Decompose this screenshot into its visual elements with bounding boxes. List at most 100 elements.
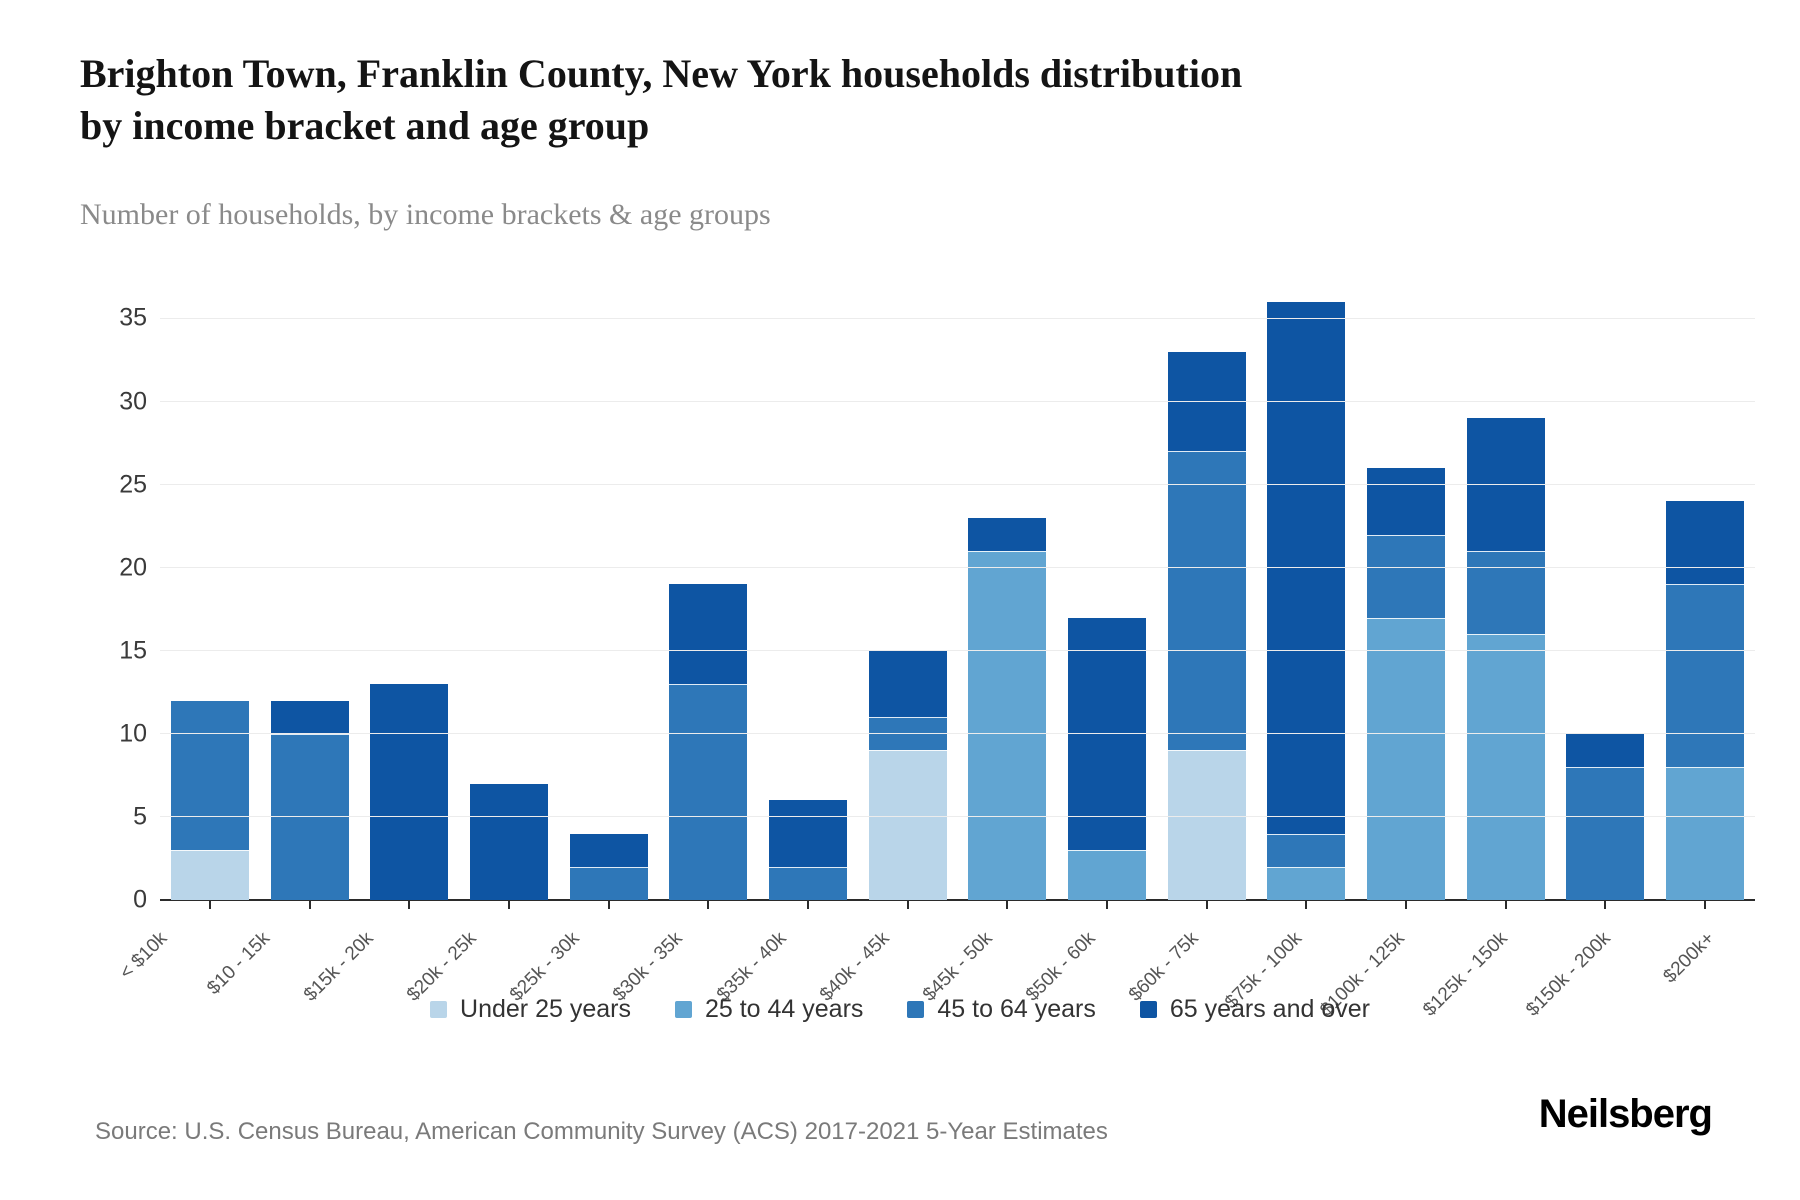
bar-segment[interactable] — [1367, 534, 1446, 618]
bar-segment[interactable] — [1167, 750, 1246, 900]
stacked-bar[interactable] — [1167, 351, 1246, 900]
y-axis-tick-label: 10 — [119, 719, 147, 748]
gridline-10 — [160, 732, 1755, 734]
bar-segment[interactable] — [1666, 767, 1745, 900]
x-axis-tick-label: $200k+ — [1658, 928, 1719, 988]
bar-segment[interactable] — [868, 717, 947, 751]
bar-segment[interactable] — [1167, 451, 1246, 751]
stacked-bar[interactable] — [768, 800, 847, 900]
legend-label: 45 to 64 years — [937, 995, 1096, 1023]
bar-segment[interactable] — [1666, 584, 1745, 768]
bar-segment[interactable] — [1068, 850, 1147, 900]
bar-slot — [758, 262, 858, 909]
bar-segment[interactable] — [1267, 833, 1346, 867]
bar-segment[interactable] — [1068, 617, 1147, 851]
legend-item[interactable]: 25 to 44 years — [674, 995, 864, 1024]
x-axis-tick-label: $10 - 15k — [203, 928, 275, 999]
x-axis-tick — [1006, 901, 1009, 909]
bar-segment[interactable] — [569, 833, 648, 867]
bar-segment[interactable] — [669, 684, 748, 900]
stacked-bar[interactable] — [1367, 468, 1446, 900]
bar-slot — [1556, 262, 1656, 909]
stacked-bar[interactable] — [370, 684, 449, 900]
page-title: Brighton Town, Franklin County, New York… — [80, 51, 1243, 148]
bar-segment[interactable] — [170, 700, 249, 851]
chart-legend: Under 25 years 25 to 44 years 45 to 64 yea… — [0, 995, 1800, 1024]
stacked-bar[interactable] — [868, 650, 947, 900]
bar-slot — [1157, 262, 1257, 909]
bar-segment[interactable] — [170, 850, 249, 900]
x-axis-tick — [1205, 901, 1208, 909]
bar-segment[interactable] — [1367, 617, 1446, 900]
legend-label: 25 to 44 years — [704, 995, 864, 1023]
x-axis-line — [160, 899, 1755, 901]
gridline-15 — [160, 649, 1755, 651]
stacked-bar[interactable] — [569, 833, 648, 900]
stacked-bar[interactable] — [270, 700, 349, 900]
x-axis-tick — [1504, 901, 1507, 909]
bar-segment[interactable] — [569, 866, 648, 900]
bar-segment[interactable] — [868, 750, 947, 900]
bar-segment[interactable] — [1267, 866, 1346, 900]
x-axis-tick-label: < $10k — [115, 928, 172, 984]
bar-slot — [1456, 262, 1556, 909]
neilsberg-logo: Neilsberg — [1538, 1092, 1713, 1136]
x-axis-tick — [707, 901, 710, 909]
bar-segment[interactable] — [1466, 418, 1545, 552]
stacked-bar[interactable] — [1267, 301, 1346, 900]
bar-segment[interactable] — [1566, 733, 1645, 768]
bar-segment[interactable] — [968, 551, 1047, 900]
x-axis-tick — [1106, 901, 1109, 909]
stacked-bar[interactable] — [469, 783, 548, 900]
x-axis-tick — [507, 901, 510, 909]
bar-slot — [1257, 262, 1357, 909]
bar-segment[interactable] — [1167, 351, 1246, 452]
bar-segment[interactable] — [1666, 501, 1745, 585]
bar-segment[interactable] — [1566, 767, 1645, 900]
legend-swatch-icon — [430, 1001, 448, 1018]
y-axis-tick-label: 35 — [119, 303, 147, 332]
bar-slot — [559, 262, 659, 909]
bar-segment[interactable] — [768, 800, 847, 867]
stacked-bar[interactable] — [170, 700, 249, 900]
bar-segment[interactable] — [469, 783, 548, 900]
y-axis-tick-label: 5 — [133, 802, 147, 831]
x-axis-tick — [208, 901, 211, 909]
y-axis-tick-label: 20 — [119, 553, 147, 582]
x-axis-tick — [408, 901, 411, 909]
bar-segment[interactable] — [669, 584, 748, 685]
y-axis-tick-label: 15 — [119, 636, 147, 665]
bar-segment[interactable] — [1466, 551, 1545, 635]
legend-item[interactable]: Under 25 years — [430, 995, 631, 1024]
bar-slot — [260, 262, 360, 909]
x-axis-tick — [1405, 901, 1408, 909]
bar-slot — [160, 262, 260, 909]
legend-item[interactable]: 65 years and over — [1139, 995, 1370, 1024]
bar-slot — [858, 262, 958, 909]
bar-segment[interactable] — [768, 866, 847, 900]
legend-swatch-icon — [907, 1001, 925, 1018]
bar-segment[interactable] — [868, 650, 947, 718]
x-axis-tick — [806, 901, 809, 909]
gridline-20 — [160, 566, 1755, 568]
bar-segment[interactable] — [270, 700, 349, 734]
bar-segment[interactable] — [1367, 468, 1446, 535]
bar-segment[interactable] — [370, 684, 449, 900]
bar-segment[interactable] — [1267, 301, 1346, 834]
stacked-bar[interactable] — [1566, 733, 1645, 900]
stacked-bar[interactable] — [1068, 617, 1147, 900]
stacked-bar[interactable] — [968, 517, 1047, 900]
stacked-bar[interactable] — [669, 584, 748, 900]
stacked-bar[interactable] — [1466, 418, 1545, 900]
x-axis-tick — [1604, 901, 1607, 909]
x-axis-tick — [308, 901, 311, 909]
bar-slot — [1356, 262, 1456, 909]
bar-segment[interactable] — [968, 517, 1047, 552]
stacked-bar[interactable] — [1666, 501, 1745, 900]
legend-item[interactable]: 45 to 64 years — [907, 995, 1096, 1024]
bar-slot — [359, 262, 459, 909]
bar-segment[interactable] — [1466, 634, 1545, 900]
bar-slot — [1655, 262, 1755, 909]
bar-slot — [658, 262, 758, 909]
plot-area: 0 5 10 15 20 25 30 35 — [119, 262, 1755, 914]
